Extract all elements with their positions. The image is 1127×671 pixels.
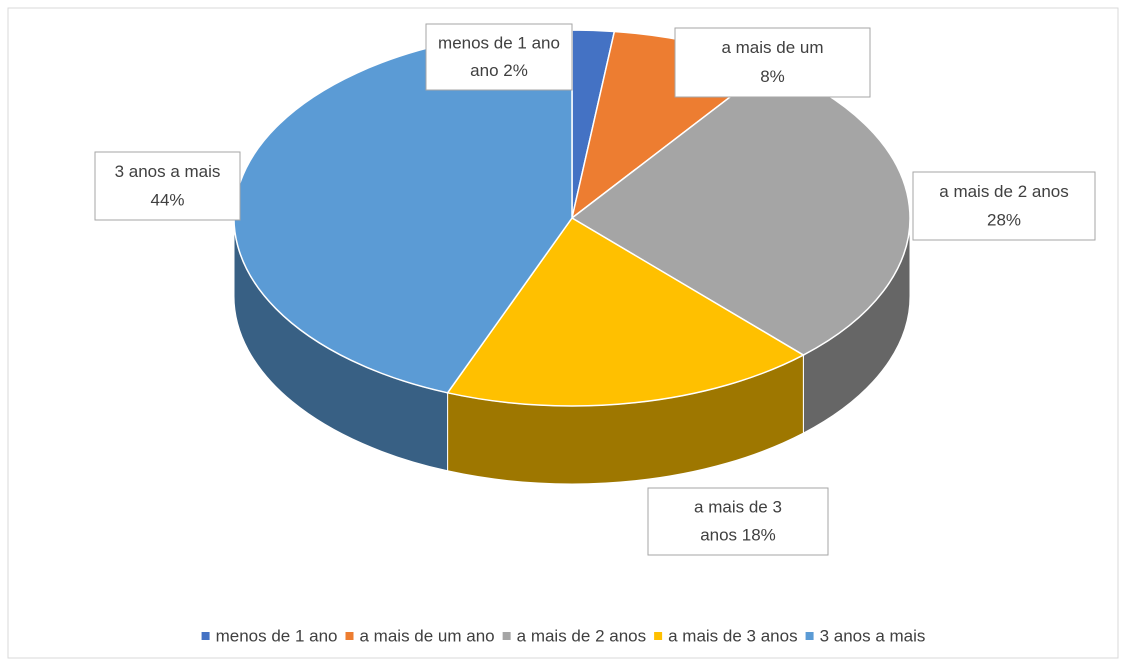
label-name: a mais de 2 anos bbox=[939, 182, 1068, 201]
value-label: 28% bbox=[987, 210, 1021, 229]
label-box bbox=[94, 151, 241, 221]
legend-label: menos de 1 ano bbox=[216, 626, 338, 645]
legend-marker bbox=[502, 632, 511, 640]
label-box bbox=[647, 487, 829, 556]
legend: menos de 1 ano a mais de um ano a mais de … bbox=[201, 626, 926, 645]
data-label: 3 anos a mais 44% bbox=[94, 151, 241, 221]
legend-marker bbox=[345, 632, 354, 640]
legend-marker bbox=[201, 632, 210, 640]
value-label: anos 18% bbox=[700, 526, 776, 545]
data-label: a mais de 3 anos 18% bbox=[647, 487, 829, 556]
legend-label: 3 anos a mais bbox=[820, 626, 926, 645]
label-name: menos de 1 ano bbox=[438, 33, 560, 52]
data-label: a mais de 2 anos 28% bbox=[912, 171, 1096, 241]
legend-label: a mais de um ano bbox=[360, 626, 495, 645]
legend-marker bbox=[805, 632, 814, 640]
value-label: ano 2% bbox=[470, 61, 528, 80]
label-name: a mais de 3 bbox=[694, 498, 782, 517]
legend-marker bbox=[654, 632, 663, 640]
value-label: 44% bbox=[150, 190, 184, 209]
data-label: a mais de um 8% bbox=[674, 27, 871, 98]
label-box bbox=[912, 171, 1096, 241]
legend-label: a mais de 2 anos bbox=[517, 626, 646, 645]
label-box bbox=[674, 27, 871, 98]
label-name: 3 anos a mais bbox=[115, 162, 221, 181]
label-name: a mais de um bbox=[721, 38, 823, 57]
data-label: menos de 1 ano ano 2% bbox=[425, 23, 573, 91]
value-label: 8% bbox=[760, 67, 785, 86]
legend-label: a mais de 3 anos bbox=[668, 626, 797, 645]
label-box bbox=[425, 23, 573, 91]
pie-slice bbox=[446, 217, 805, 407]
